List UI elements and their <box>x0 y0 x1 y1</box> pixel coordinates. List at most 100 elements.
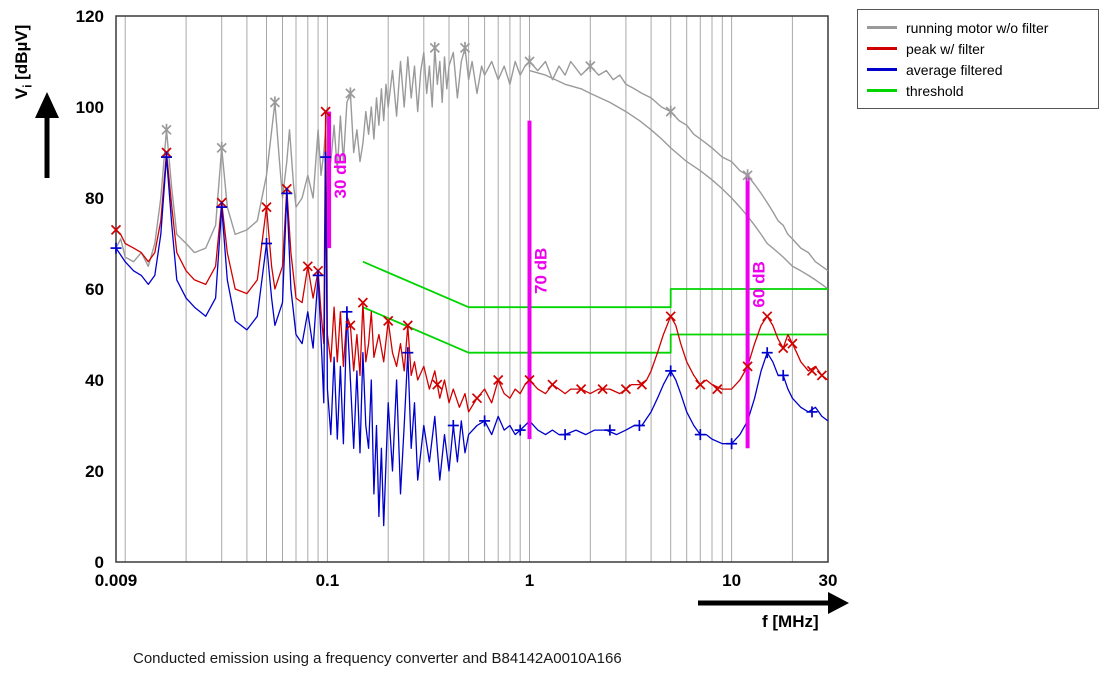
marker-stroke <box>742 361 753 372</box>
y-tick-label: 80 <box>85 189 104 208</box>
marker-plus <box>479 415 491 427</box>
marker-stroke <box>261 201 272 213</box>
legend-label: average filtered <box>906 61 1003 78</box>
marker-plus <box>559 429 571 441</box>
marker-plus <box>110 242 122 254</box>
y-tick-label: 0 <box>95 553 104 572</box>
marker-x <box>357 297 369 308</box>
marker-asterisk <box>161 123 172 136</box>
marker-plus <box>402 347 414 359</box>
marker-x <box>345 320 356 331</box>
series-threshold-average <box>362 306 828 354</box>
y-tick-label: 40 <box>85 371 104 390</box>
marker-asterisk <box>429 41 440 54</box>
marker-stroke <box>778 342 789 354</box>
y-axis-title: Vi [dBµV] <box>12 6 34 118</box>
legend-swatch <box>867 68 897 71</box>
legend-swatch <box>867 26 897 29</box>
legend-swatch <box>867 47 897 50</box>
x-axis-arrow-icon <box>698 592 849 614</box>
series-running-motor-no-filter-trace2 <box>529 69 829 290</box>
annotation-label: 70 dB <box>532 248 551 294</box>
y-tick-label: 120 <box>76 7 104 26</box>
marker-asterisk <box>216 141 227 154</box>
marker-asterisk <box>269 96 281 109</box>
marker-x <box>320 106 331 117</box>
marker-stroke <box>636 379 648 390</box>
y-axis-arrow-shaft <box>44 116 50 178</box>
marker-x <box>524 374 535 386</box>
y-tick-label: 60 <box>85 280 104 299</box>
marker-plus <box>341 306 353 318</box>
chart-caption: Conducted emission using a frequency con… <box>133 650 622 667</box>
series-group <box>115 47 829 527</box>
legend: running motor w/o filter peak w/ filter … <box>857 9 1099 109</box>
marker-x <box>695 379 706 390</box>
marker-plus <box>261 238 272 249</box>
marker-plus <box>761 347 773 359</box>
x-tick-label: 0.009 <box>95 571 138 590</box>
y-axis-arrowhead <box>35 92 59 118</box>
marker-x <box>383 315 394 327</box>
marker-x <box>597 383 608 395</box>
marker-x <box>471 393 483 404</box>
x-axis-arrowhead <box>828 592 849 614</box>
marker-stroke <box>806 365 818 377</box>
marker-asterisk <box>585 60 596 73</box>
marker-stroke <box>432 379 443 390</box>
marker-asterisk <box>459 41 471 54</box>
tick-labels-group: 0 20 40 60 80 100 120 0.009 0.1 1 10 30 <box>76 7 838 590</box>
series-running-motor-no-filter <box>115 47 829 272</box>
x-tick-label: 1 <box>525 571 534 590</box>
marker-x <box>402 320 413 331</box>
marker-plus <box>514 424 526 436</box>
legend-swatch <box>867 89 897 92</box>
marker-plus <box>633 420 645 431</box>
marker-plus <box>604 424 616 436</box>
x-tick-label: 10 <box>722 571 741 590</box>
marker-plus <box>694 429 706 441</box>
marker-x <box>432 379 443 390</box>
marker-stroke <box>575 383 587 395</box>
marker-stroke <box>762 311 773 322</box>
marker-asterisk <box>665 105 676 118</box>
marker-x <box>665 311 676 322</box>
series-threshold-peak <box>362 260 828 309</box>
marker-plus <box>320 151 332 163</box>
marker-asterisk <box>524 55 535 68</box>
marker-plus <box>726 438 738 450</box>
marker-x <box>620 383 632 395</box>
marker-x <box>636 379 648 390</box>
legend-label: running motor w/o filter <box>906 19 1049 36</box>
legend-label: peak w/ filter <box>906 40 985 57</box>
marker-plus <box>447 420 459 431</box>
marker-x <box>816 370 828 381</box>
marker-plus <box>665 365 677 377</box>
marker-plus <box>312 269 324 281</box>
marker-plus <box>281 187 293 199</box>
marker-plus <box>777 369 789 381</box>
markers-group <box>110 41 828 450</box>
marker-plus <box>216 201 228 213</box>
legend-item-running-motor: running motor w/o filter <box>867 17 1089 38</box>
marker-stroke <box>302 261 313 272</box>
legend-label: threshold <box>906 82 964 99</box>
annotation-label: 60 dB <box>750 261 769 307</box>
y-axis-arrow-icon <box>35 92 59 178</box>
legend-item-peak-filter: peak w/ filter <box>867 38 1089 59</box>
marker-stroke <box>620 383 632 395</box>
marker-x <box>547 379 558 390</box>
marker-x <box>787 338 798 349</box>
marker-plus <box>806 406 818 418</box>
marker-x <box>575 383 587 395</box>
y-axis-title-subscript: i <box>20 84 35 88</box>
marker-stroke <box>712 383 723 395</box>
x-tick-label: 30 <box>819 571 838 590</box>
annotations-group: 30 dB 70 dB 60 dB <box>327 111 769 449</box>
marker-stroke <box>320 106 331 117</box>
marker-plus <box>161 151 172 163</box>
marker-stroke <box>471 393 483 404</box>
x-tick-label: 0.1 <box>316 571 340 590</box>
marker-asterisk <box>742 169 753 182</box>
